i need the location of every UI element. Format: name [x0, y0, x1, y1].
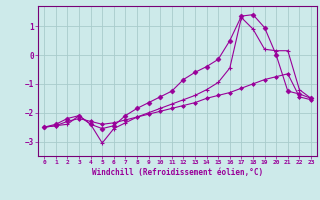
X-axis label: Windchill (Refroidissement éolien,°C): Windchill (Refroidissement éolien,°C): [92, 168, 263, 177]
